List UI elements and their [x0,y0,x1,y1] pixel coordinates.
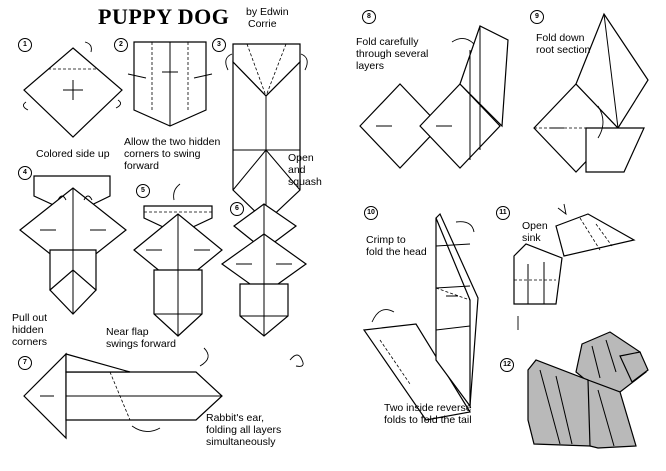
turn-over-symbol [289,354,304,367]
caption-step-2: Allow the two hidden corners to swing fo… [124,136,221,172]
step-3-diagram [225,43,308,223]
caption-step-11: Open sink [522,220,548,244]
step-number-12: 12 [500,358,514,372]
caption-step-4: Pull out hidden corners [12,312,48,348]
author-line-2: Corrie [248,18,277,30]
step-10-diagram [362,212,479,421]
caption-step-1: Colored side up [36,148,110,160]
step-5-diagram [133,183,223,337]
step-4-diagram [19,175,127,315]
step-number-2: 2 [114,38,128,52]
step-number-1: 1 [18,38,32,52]
caption-step-10: Crimp to fold the head [366,234,427,258]
step-number-10: 10 [364,206,378,220]
step-1-diagram [23,41,123,138]
step-number-3: 3 [212,38,226,52]
step-number-8: 8 [362,10,376,24]
step-8-diagram [359,25,509,169]
step-11-diagram [513,203,636,330]
step-number-5: 5 [136,184,150,198]
step-number-6: 6 [230,202,244,216]
step-12-diagram [527,331,649,449]
caption-step-3: Open and squash [288,152,322,188]
step-7-diagram [23,347,223,440]
caption-step-9: Fold down root section [536,32,591,56]
step-number-7: 7 [18,356,32,370]
author-line-1: by Edwin [246,6,289,18]
step-2-diagram [127,41,213,127]
step-number-4: 4 [18,166,32,180]
caption-step-8: Fold carefully through several layers [356,36,429,72]
step-number-11: 11 [496,206,510,220]
step-number-9: 9 [530,10,544,24]
caption-step-5: Near flap swings forward [106,326,177,350]
caption-tail-folds: Two inside reverse folds to fold the tai… [384,402,472,426]
page-title: PUPPY DOG [98,4,230,29]
step-6-diagram [220,203,308,337]
caption-step-7: Rabbit's ear, folding all layers simulta… [206,412,282,448]
step-9-diagram [533,12,649,173]
